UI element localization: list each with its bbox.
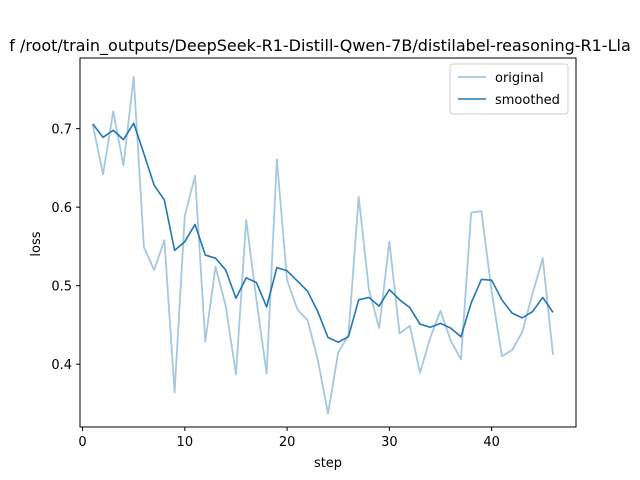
chart-title: f /root/train_outputs/DeepSeek-R1-Distil… <box>9 36 631 56</box>
legend: original smoothed <box>449 63 569 115</box>
legend-label-smoothed: smoothed <box>495 93 560 108</box>
x-tick-label: 0 <box>78 435 86 450</box>
y-axis-label: loss <box>29 231 44 256</box>
y-tick-label: 0.7 <box>51 123 72 138</box>
series-layer <box>91 75 554 415</box>
x-tick-label: 30 <box>381 435 398 450</box>
series-line-original <box>91 75 554 415</box>
plot-frame <box>79 57 577 428</box>
x-axis-label: step <box>314 456 342 471</box>
y-tick-label: 0.4 <box>51 358 72 373</box>
plot-area: 0 10 20 30 40 0.4 0.5 0.6 0.7 <box>51 57 577 450</box>
y-tick-label: 0.5 <box>51 280 72 295</box>
series-line-smoothed <box>92 122 554 344</box>
x-tick-label: 20 <box>279 435 296 450</box>
x-tick-label: 40 <box>483 435 500 450</box>
x-tick-label: 10 <box>177 435 194 450</box>
y-tick-label: 0.6 <box>51 201 72 216</box>
legend-label-original: original <box>495 71 544 86</box>
x-axis-ticks: 0 10 20 30 40 <box>78 427 500 450</box>
y-axis-ticks: 0.4 0.5 0.6 0.7 <box>51 123 80 373</box>
